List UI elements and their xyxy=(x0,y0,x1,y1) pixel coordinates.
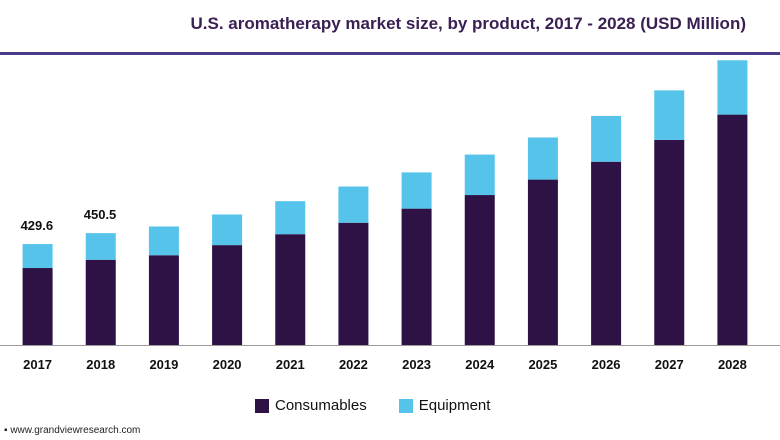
legend-label-consumables: Consumables xyxy=(275,397,367,414)
x-tick-label-2027: 2027 xyxy=(655,357,684,372)
bar-consumables-2027 xyxy=(654,139,685,345)
source-credit: ▪ www.grandviewresearch.com xyxy=(4,425,140,436)
legend-item-consumables: Consumables xyxy=(255,397,367,414)
bar-consumables-2026 xyxy=(591,161,622,345)
bar-consumables-2020 xyxy=(212,245,243,345)
bar-consumables-2019 xyxy=(148,255,179,345)
bar-equipment-2021 xyxy=(275,201,306,235)
x-tick-label-2022: 2022 xyxy=(339,357,368,372)
data-label-2017: 429.6 xyxy=(21,218,54,233)
bar-consumables-2017 xyxy=(22,268,53,345)
bar-equipment-2020 xyxy=(212,214,243,246)
legend-item-equipment: Equipment xyxy=(398,397,491,414)
title-divider xyxy=(0,52,780,55)
source-bullet: ▪ xyxy=(4,425,11,436)
legend-label-equipment: Equipment xyxy=(418,397,491,414)
x-tick-label-2017: 2017 xyxy=(23,357,52,372)
x-tick-label-2020: 2020 xyxy=(213,357,242,372)
source-text: www.grandviewresearch.com xyxy=(10,425,141,436)
bar-equipment-2026 xyxy=(591,115,622,162)
bar-equipment-2027 xyxy=(654,90,685,140)
bar-equipment-2018 xyxy=(85,233,116,260)
bar-equipment-2023 xyxy=(401,172,432,209)
x-tick-label-2025: 2025 xyxy=(528,357,557,372)
bar-equipment-2028 xyxy=(717,60,748,115)
x-tick-label-2019: 2019 xyxy=(149,357,178,372)
legend-swatch-equipment xyxy=(398,398,413,413)
x-tick-label-2021: 2021 xyxy=(276,357,305,372)
bar-consumables-2023 xyxy=(401,208,432,345)
x-tick-label-2023: 2023 xyxy=(402,357,431,372)
bar-consumables-2021 xyxy=(275,234,306,345)
bar-equipment-2017 xyxy=(22,244,53,269)
bar-equipment-2019 xyxy=(148,226,179,256)
bar-consumables-2024 xyxy=(464,195,495,345)
bar-equipment-2025 xyxy=(527,137,558,180)
bar-equipment-2022 xyxy=(338,186,369,223)
bar-consumables-2028 xyxy=(717,114,748,345)
bar-consumables-2018 xyxy=(85,259,116,345)
bar-consumables-2022 xyxy=(338,222,369,345)
x-tick-label-2024: 2024 xyxy=(465,357,495,372)
data-label-2018: 450.5 xyxy=(84,207,117,222)
chart-legend: Consumables Equipment xyxy=(255,397,512,414)
x-tick-label-2018: 2018 xyxy=(86,357,115,372)
bar-consumables-2025 xyxy=(527,179,558,345)
x-tick-label-2028: 2028 xyxy=(718,357,747,372)
title-bar: U.S. aromatherapy market size, by produc… xyxy=(0,0,780,52)
legend-swatch-consumables xyxy=(255,398,269,413)
bar-equipment-2024 xyxy=(464,154,495,196)
x-tick-label-2026: 2026 xyxy=(592,357,621,372)
chart-title: U.S. aromatherapy market size, by produc… xyxy=(190,14,746,33)
